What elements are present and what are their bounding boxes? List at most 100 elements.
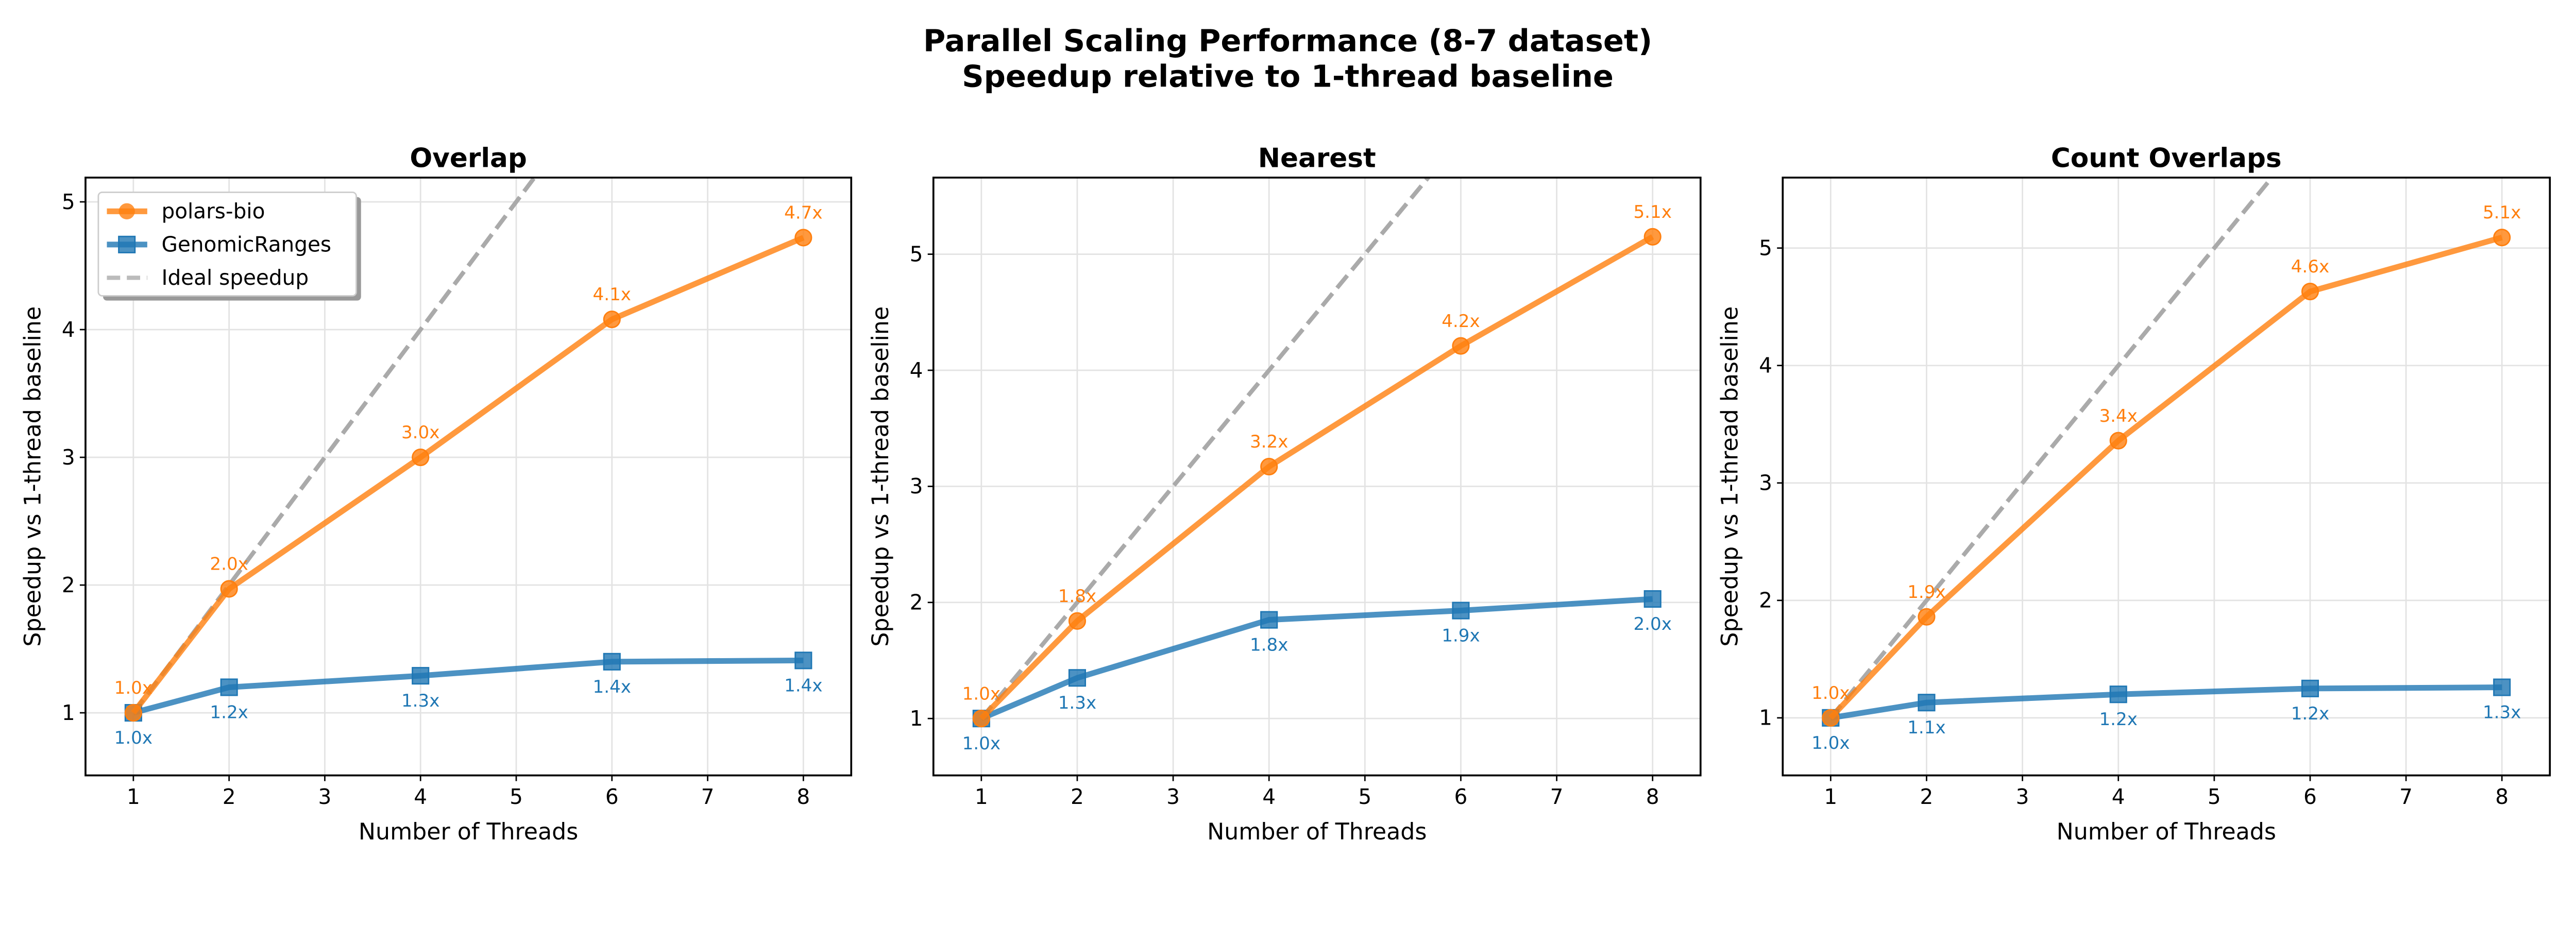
genomic-ranges-point <box>2301 679 2319 697</box>
x-axis-label: Number of Threads <box>359 819 578 845</box>
genomic-ranges-point <box>1643 590 1662 608</box>
genomic-ranges-point <box>794 651 812 670</box>
polars-bio-data-label: 3.0x <box>401 422 439 443</box>
genomic-ranges-data-label: 1.0x <box>114 728 152 748</box>
x-tick-label: 6 <box>1454 784 1468 809</box>
y-tick-label: 5 <box>910 242 923 266</box>
polars-bio-point <box>794 229 812 247</box>
y-tick-label: 2 <box>1759 588 1772 613</box>
x-tick-label: 3 <box>1166 784 1180 809</box>
genomic-ranges-data-label: 1.3x <box>2483 702 2521 723</box>
x-axis-label: Number of Threads <box>1207 819 1427 845</box>
x-tick-label: 5 <box>2208 784 2221 809</box>
y-axis-label: Speedup vs 1-thread baseline <box>868 306 894 647</box>
legend-item-genomic-ranges: GenomicRanges <box>107 232 331 257</box>
genomic-ranges-data-label: 2.0x <box>1633 614 1671 634</box>
x-tick-label: 7 <box>701 784 715 809</box>
polars-bio-data-label: 5.1x <box>1633 202 1671 222</box>
legend-label: GenomicRanges <box>161 232 331 257</box>
y-tick-label: 2 <box>910 590 923 615</box>
polars-bio-point <box>603 311 621 329</box>
genomic-ranges-data-label: 1.0x <box>962 733 1001 754</box>
polars-bio-data-label: 2.0x <box>210 554 248 575</box>
subplot-1: 1 2 3 4 5 6 7 8 1 2 3 4 5 1.0x 2.0x 3.0x 4.1x 4.7x 1.0x 1.2… <box>20 143 853 845</box>
polars-bio-line <box>1828 234 2503 720</box>
polars-bio-point <box>2301 282 2319 301</box>
genomic-ranges-data-label: 1.1x <box>1907 717 1945 738</box>
genomic-ranges-data-label: 1.4x <box>784 675 822 696</box>
x-tick-label: 1 <box>127 784 140 809</box>
x-tick-label: 5 <box>1358 784 1371 809</box>
figure: Parallel Scaling Performance (8-7 datase… <box>20 23 2551 845</box>
x-tick-label: 7 <box>2399 784 2413 809</box>
y-tick-label: 1 <box>910 706 923 731</box>
polars-bio-data-label: 1.0x <box>962 683 1001 704</box>
x-tick-label: 1 <box>975 784 988 809</box>
polars-bio-point <box>1260 458 1278 476</box>
genomic-ranges-point <box>2109 685 2127 703</box>
polars-bio-data-label: 4.7x <box>784 203 822 224</box>
x-tick-label: 4 <box>1262 784 1276 809</box>
subplot-2: 1 2 3 4 5 6 7 8 1 2 3 4 5 1.0x 1.8x 3.2x 4.2x 5.1x 1.0x 1.3… <box>868 143 1702 845</box>
genomic-ranges-data-label: 1.0x <box>1811 733 1850 753</box>
y-axis-label: Speedup vs 1-thread baseline <box>20 306 46 647</box>
x-axis-label: Number of Threads <box>2057 819 2276 845</box>
legend-marker-circle <box>118 203 135 219</box>
polars-bio-point <box>124 704 142 722</box>
polars-bio-point <box>1452 337 1470 355</box>
y-tick-label: 3 <box>910 474 923 499</box>
subplot-title: Count Overlaps <box>2051 143 2282 174</box>
genomic-ranges-point <box>412 667 430 685</box>
y-tick-label: 2 <box>62 573 75 597</box>
polars-bio-data-label: 4.6x <box>2291 256 2329 277</box>
y-axis-label: Speedup vs 1-thread baseline <box>1717 306 1743 647</box>
axes-frame <box>932 176 1702 777</box>
genomic-ranges-point <box>220 678 238 696</box>
x-tick-label: 8 <box>2495 784 2509 809</box>
genomic-ranges-point <box>1068 669 1086 687</box>
y-tick-label: 4 <box>1759 353 1772 378</box>
y-tick-label: 3 <box>1759 471 1772 495</box>
polars-bio-data-label: 4.1x <box>593 284 631 305</box>
suptitle-line-2: Speedup relative to 1-thread baseline <box>962 59 1614 94</box>
polars-bio-data-label: 4.2x <box>1442 311 1480 332</box>
polars-bio-line <box>131 235 805 715</box>
genomic-ranges-point <box>2493 678 2511 696</box>
y-tick-label: 1 <box>1759 706 1772 730</box>
polars-bio-data-label: 3.2x <box>1250 432 1288 452</box>
polars-bio-point <box>2109 432 2127 450</box>
polars-bio-data-label: 1.0x <box>114 678 152 698</box>
legend-label: polars-bio <box>161 199 265 224</box>
genomic-ranges-data-label: 1.8x <box>1250 635 1288 656</box>
genomic-ranges-point <box>603 653 621 671</box>
polars-bio-data-label: 1.8x <box>1058 586 1096 607</box>
genomic-ranges-point <box>1452 602 1470 620</box>
legend-item-polars-bio: polars-bio <box>107 199 265 224</box>
genomic-ranges-data-label: 1.3x <box>1058 693 1096 713</box>
x-tick-label: 3 <box>318 784 332 809</box>
plot-area <box>972 177 1662 728</box>
x-tick-label: 8 <box>1646 784 1659 809</box>
polars-bio-point <box>1643 228 1662 246</box>
polars-bio-point <box>2493 229 2511 247</box>
ideal-speedup-line <box>131 177 537 714</box>
genomic-ranges-point <box>1918 694 1936 712</box>
polars-bio-point <box>1068 612 1086 630</box>
plot-area <box>124 177 812 722</box>
y-tick-label: 5 <box>1759 235 1772 260</box>
polars-bio-data-label: 1.0x <box>1811 683 1850 703</box>
suptitle-line-1: Parallel Scaling Performance (8-7 datase… <box>923 23 1652 59</box>
subplot-title: Overlap <box>410 143 527 174</box>
subplot-title: Nearest <box>1258 143 1376 174</box>
x-tick-label: 7 <box>1550 784 1564 809</box>
x-tick-label: 4 <box>414 784 427 809</box>
ideal-speedup-line <box>979 177 1431 720</box>
x-tick-label: 6 <box>605 784 619 809</box>
genomic-ranges-data-label: 1.9x <box>1442 625 1480 646</box>
polars-bio-data-label: 1.9x <box>1907 582 1945 603</box>
subplot-3: 1 2 3 4 5 6 7 8 1 2 3 4 5 1.0x 1.9x 3.4x 4.6x 5.1x 1.0x 1.1… <box>1717 143 2551 845</box>
x-tick-label: 2 <box>1071 784 1084 809</box>
legend-label: Ideal speedup <box>161 265 309 290</box>
polars-bio-point <box>972 710 990 728</box>
x-tick-label: 6 <box>2303 784 2317 809</box>
